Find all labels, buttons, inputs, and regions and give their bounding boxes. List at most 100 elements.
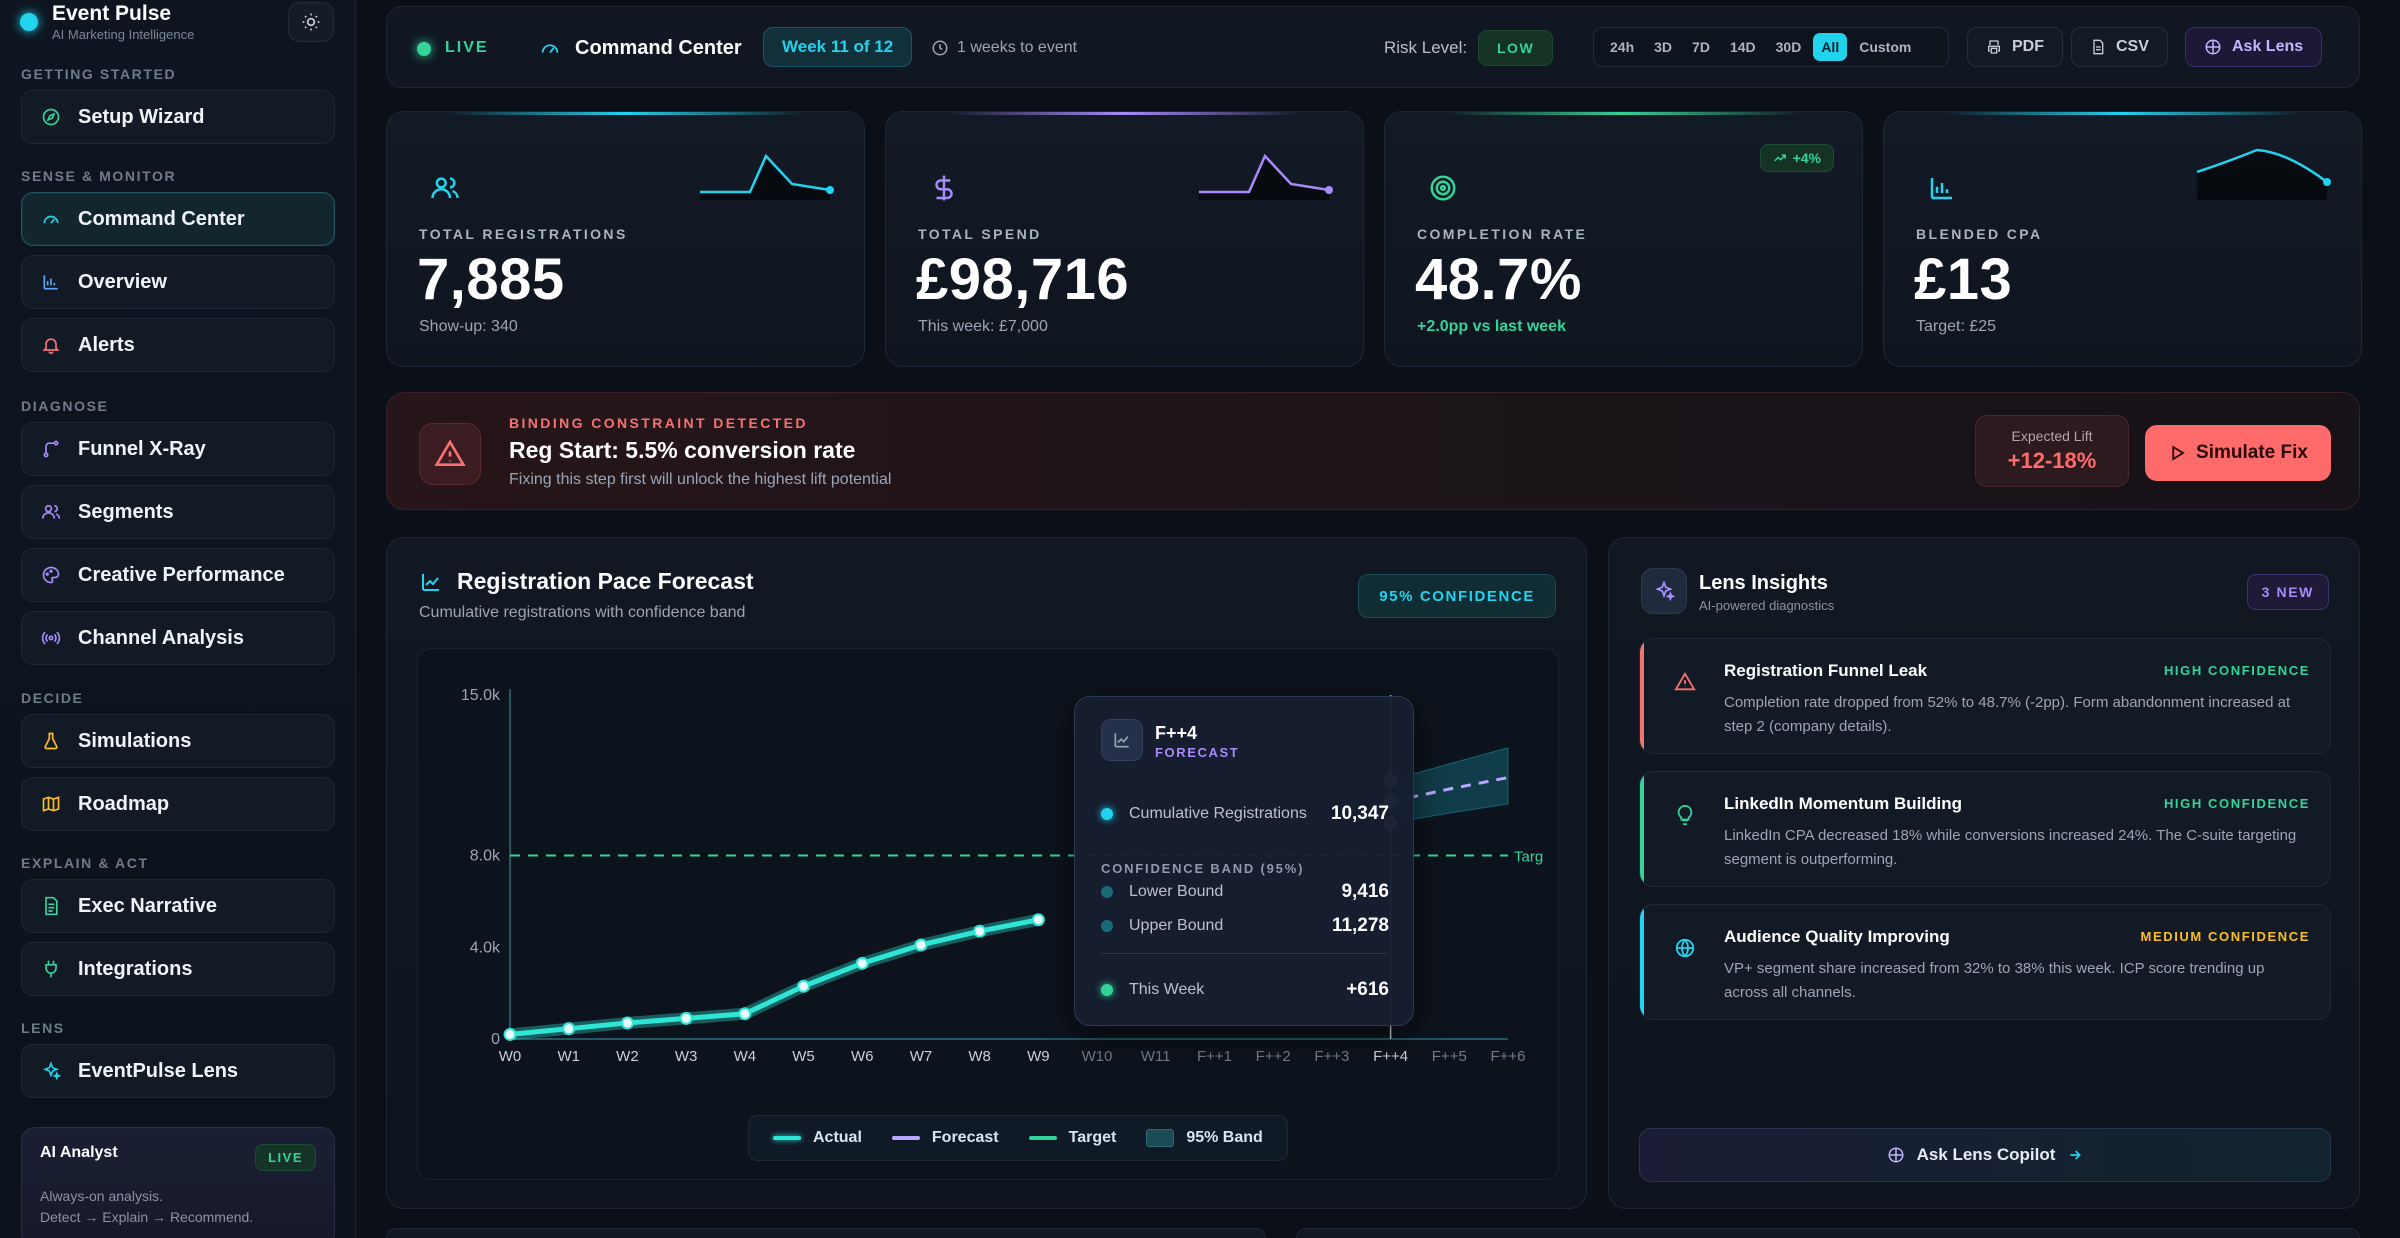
insight-title: Audience Quality Improving [1724,927,1950,946]
card-accent [1640,905,1644,1019]
x-tick-label: W8 [968,1048,991,1065]
insight-card-funnel-leak[interactable]: Registration Funnel Leak HIGH CONFIDENCE… [1639,638,2331,754]
sidebar-item-setup-wizard[interactable]: Setup Wizard [21,90,335,144]
clock-icon [932,40,948,56]
sidebar-item-label: EventPulse Lens [78,1059,239,1082]
new-insights-badge: 3 NEW [2246,574,2329,610]
legend-item-actual[interactable]: Actual [773,1129,862,1147]
sidebar: Event Pulse AI Marketing Intelligence GE… [0,0,356,1238]
flask-icon [40,730,62,752]
range-30d-button[interactable]: 30D [1775,39,1802,55]
lightbulb-icon [1677,804,1693,826]
export-pdf-button[interactable]: PDF [1967,27,2063,67]
sidebar-item-command-center[interactable]: Command Center [21,192,335,246]
confidence-badge: 95% CONFIDENCE [1358,574,1556,618]
legend-label: 95% Band [1186,1129,1263,1146]
kpi-card-blended-cpa[interactable]: BLENDED CPA £13 Target: £25 [1883,111,2362,367]
sparkline [700,153,834,200]
dollar-icon [928,172,960,204]
sidebar-item-label: Command Center [78,207,245,230]
nav-section-explain-act: EXPLAIN & ACT [21,855,149,871]
forecast-chart[interactable]: 0 4.0k 8.0k 15.0k W0 W1 W2 W3 W4 W5 W6 W7 W8 W9 W10 W11… [418,649,1560,1181]
trend-badge: +4% [1759,144,1834,172]
sidebar-item-alerts[interactable]: Alerts [21,318,335,372]
y-tick-label: 15.0k [461,687,501,704]
tooltip-subtitle: FORECAST [1155,745,1240,760]
kpi-value: 48.7% [1415,247,1582,312]
kpi-accent [946,112,1303,115]
sidebar-item-overview[interactable]: Overview [21,255,335,309]
x-tick-label: W4 [734,1048,757,1065]
kpi-subtext: This week: £7,000 [918,318,1048,335]
insight-text: LinkedIn CPA decreased 18% while convers… [1724,827,2297,868]
sidebar-item-roadmap[interactable]: Roadmap [21,777,335,831]
range-all-button[interactable]: All [1813,33,1848,61]
sidebar-item-simulations[interactable]: Simulations [21,714,335,768]
series-dot-icon [1101,984,1113,996]
live-label: LIVE [445,39,489,56]
legend-item-target[interactable]: Target [1028,1129,1116,1147]
export-csv-button[interactable]: CSV [2071,27,2168,67]
ask-lens-copilot-button[interactable]: Ask Lens Copilot [1639,1128,2331,1182]
insight-text: VP+ segment share increased from 32% to … [1724,960,2265,1001]
theme-toggle-button[interactable] [288,2,334,42]
kpi-caption: COMPLETION RATE [1417,226,1588,242]
warning-icon [419,423,481,485]
lens-icon [2205,39,2221,55]
x-tick-label: F++4 [1373,1048,1408,1065]
sidebar-item-funnel-x-ray[interactable]: Funnel X-Ray [21,422,335,476]
nav-section-lens: LENS [21,1020,65,1036]
range-14d-button[interactable]: 14D [1729,39,1756,55]
forecast-title: Registration Pace Forecast [457,568,754,594]
bar-chart-icon [1926,172,1958,204]
printer-icon [1988,40,2000,54]
x-tick-label: W11 [1141,1048,1171,1065]
range-24h-button[interactable]: 24h [1610,39,1635,55]
range-custom-button[interactable]: Custom [1859,39,1912,55]
kpi-subtext: Target: £25 [1916,318,1997,335]
kpi-accent [1445,112,1802,115]
tooltip-band-caption: CONFIDENCE BAND (95%) [1101,861,1305,876]
sidebar-item-label: Integrations [78,957,193,980]
kpi-accent [1944,112,2301,115]
expected-lift-box: Expected Lift +12-18% [1975,415,2129,487]
sidebar-item-integrations[interactable]: Integrations [21,942,335,996]
brand[interactable]: Event Pulse AI Marketing Intelligence [20,0,194,44]
confidence-label: MEDIUM CONFIDENCE [2140,929,2310,944]
sidebar-item-label: Exec Narrative [78,894,217,917]
nav-section-decide: DECIDE [21,690,84,706]
expected-lift-value: +12-18% [2007,448,2097,473]
sidebar-item-creative-performance[interactable]: Creative Performance [21,548,335,602]
x-tick-label: W2 [616,1048,639,1065]
x-tick-label: F++5 [1432,1048,1467,1065]
simulate-fix-button[interactable]: Simulate Fix [2145,425,2331,481]
sidebar-item-label: Segments [78,500,174,523]
kpi-caption: TOTAL REGISTRATIONS [419,226,628,242]
legend-item-forecast[interactable]: Forecast [891,1129,999,1147]
insight-card-linkedin-momentum[interactable]: LinkedIn Momentum Building HIGH CONFIDEN… [1639,771,2331,887]
ask-lens-button[interactable]: Ask Lens [2185,27,2323,67]
kpi-card-registrations[interactable]: TOTAL REGISTRATIONS 7,885 Show-up: 340 [386,111,865,367]
nav-section-diagnose: DIAGNOSE [21,398,109,414]
actual-point [855,956,869,970]
range-3d-button[interactable]: 3D [1654,39,1673,55]
sidebar-item-channel-analysis[interactable]: Channel Analysis [21,611,335,665]
kpi-caption: BLENDED CPA [1916,226,2043,242]
kpi-card-completion-rate[interactable]: +4% COMPLETION RATE 48.7% +2.0pp vs last… [1384,111,1863,367]
insight-card-audience-quality[interactable]: Audience Quality Improving MEDIUM CONFID… [1639,904,2331,1020]
actual-point [620,1016,634,1030]
sidebar-item-segments[interactable]: Segments [21,485,335,539]
x-tick-label: W0 [499,1048,522,1065]
next-panel-peek [386,1228,1266,1238]
range-7d-button[interactable]: 7D [1692,39,1710,55]
ai-analyst-card[interactable]: AI Analyst LIVE Always-on analysis. Dete… [21,1127,335,1238]
sidebar-item-eventpulse-lens[interactable]: EventPulse Lens [21,1044,335,1098]
tooltip-row-upper: Upper Bound 11,278 [1101,915,1389,937]
sidebar-item-label: Setup Wizard [78,105,205,128]
kpi-card-spend[interactable]: TOTAL SPEND £98,716 This week: £7,000 [885,111,1364,367]
compass-icon [40,106,62,128]
x-tick-label: F++2 [1256,1048,1291,1065]
sidebar-item-exec-narrative[interactable]: Exec Narrative [21,879,335,933]
legend-item-band[interactable]: 95% Band [1146,1129,1263,1147]
actual-point [914,938,928,952]
